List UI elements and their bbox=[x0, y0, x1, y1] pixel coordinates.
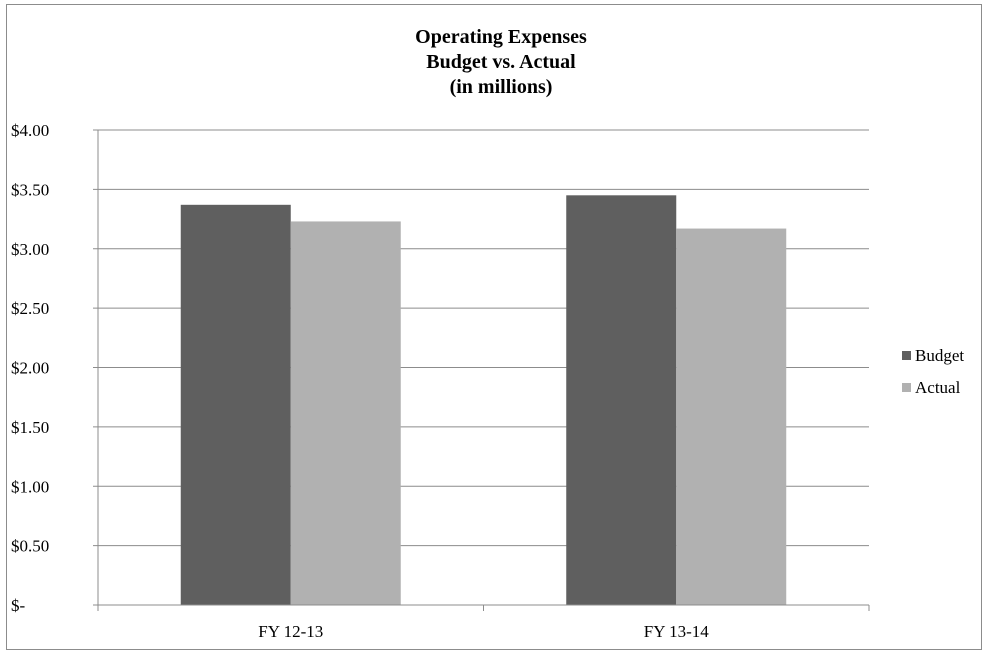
y-tick-label: $0.50 bbox=[11, 537, 49, 556]
bars bbox=[180, 195, 787, 605]
legend-label-budget: Budget bbox=[915, 346, 964, 365]
y-tick-label: $3.50 bbox=[11, 180, 49, 199]
y-tick-label: $1.50 bbox=[11, 418, 49, 437]
y-tick-label: $2.00 bbox=[11, 359, 49, 378]
x-tick-label: FY 13-14 bbox=[644, 622, 710, 641]
axes bbox=[93, 129, 870, 611]
chart-frame: Operating Expenses Budget vs. Actual (in… bbox=[6, 4, 982, 650]
chart-title: Operating Expenses Budget vs. Actual (in… bbox=[415, 26, 587, 98]
y-tick-label: $3.00 bbox=[11, 240, 49, 259]
x-tick-label: FY 12-13 bbox=[258, 622, 323, 641]
y-tick-label: $2.50 bbox=[11, 299, 49, 318]
legend-swatch-actual bbox=[902, 383, 911, 392]
bar-budget-1 bbox=[566, 195, 677, 605]
legend: Budget Actual bbox=[902, 346, 964, 397]
y-tick-label: $- bbox=[11, 596, 26, 615]
y-tick-labels: $- $0.50 $1.00 $1.50 $2.00 $2.50 $3.00 $3.50 $4.… bbox=[11, 121, 49, 615]
legend-swatch-budget bbox=[902, 351, 911, 360]
chart-title-line-3: (in millions) bbox=[450, 76, 553, 98]
y-tick-label: $1.00 bbox=[11, 477, 49, 496]
bar-budget-0 bbox=[180, 204, 291, 605]
bar-actual-1 bbox=[676, 228, 787, 605]
bar-chart: Operating Expenses Budget vs. Actual (in… bbox=[11, 26, 964, 641]
chart-title-line-2: Budget vs. Actual bbox=[426, 51, 576, 73]
y-tick-label: $4.00 bbox=[11, 121, 49, 140]
bar-actual-0 bbox=[290, 221, 401, 605]
x-tick-labels: FY 12-13 FY 13-14 bbox=[258, 622, 709, 641]
legend-label-actual: Actual bbox=[915, 378, 961, 397]
chart-title-line-1: Operating Expenses bbox=[415, 26, 587, 48]
